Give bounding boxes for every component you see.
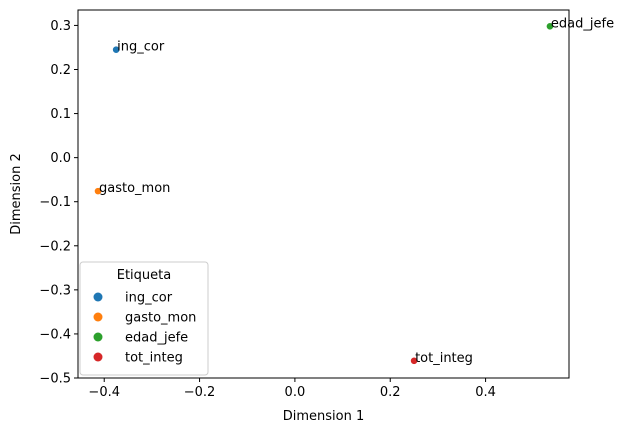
y-tick-label: −0.5 bbox=[39, 372, 71, 387]
legend-marker-tot_integ bbox=[93, 352, 103, 362]
y-tick-label: 0.2 bbox=[50, 63, 71, 78]
y-tick-label: 0.1 bbox=[50, 107, 71, 122]
legend-title: Etiqueta bbox=[117, 268, 171, 283]
point-label-gasto_mon: gasto_mon bbox=[99, 181, 170, 196]
data-marks: ing_cor gasto_mon edad_jefe tot_integ bbox=[94, 16, 614, 366]
legend-label-edad_jefe: edad_jefe bbox=[125, 331, 188, 346]
plot-frame bbox=[77, 9, 570, 379]
x-tick-label: 0.4 bbox=[475, 385, 496, 400]
data-point-edad_jefe bbox=[546, 22, 554, 31]
legend-items: ing_cor gasto_mon edad_jefe tot_integ bbox=[93, 291, 196, 366]
legend-label-tot_integ: tot_integ bbox=[125, 351, 183, 366]
legend-marker-gasto_mon bbox=[93, 312, 103, 322]
legend-label-ing_cor: ing_cor bbox=[125, 291, 173, 306]
legend-marker-ing_cor bbox=[93, 292, 103, 302]
data-point-tot_integ bbox=[410, 356, 418, 365]
x-tick-label: 0.0 bbox=[285, 385, 306, 400]
legend-box bbox=[79, 261, 209, 376]
x-tick-label: −0.2 bbox=[184, 385, 216, 400]
point-label-tot_integ: tot_integ bbox=[415, 351, 473, 366]
y-tick-label: −0.4 bbox=[39, 327, 71, 342]
data-point-gasto_mon bbox=[94, 187, 102, 196]
x-tick-label: 0.2 bbox=[380, 385, 401, 400]
y-tick-label: −0.2 bbox=[39, 239, 71, 254]
data-point-ing_cor bbox=[112, 45, 121, 54]
y-tick-label: −0.3 bbox=[39, 283, 71, 298]
axis-ticks: −0.4 −0.2 0.0 0.2 0.4 −0.5 −0.4 −0.3 −0.2 −0.1 0.0… bbox=[39, 19, 495, 400]
y-tick-label: 0.0 bbox=[50, 151, 71, 166]
y-tick-label: −0.1 bbox=[39, 195, 71, 210]
y-tick-label: 0.3 bbox=[50, 19, 71, 34]
point-label-edad_jefe: edad_jefe bbox=[551, 16, 614, 31]
point-label-ing_cor: ing_cor bbox=[117, 40, 165, 55]
legend: Etiqueta ing_cor gasto_mon edad_jefe tot_in… bbox=[79, 261, 209, 376]
y-axis-label: Dimension 2 bbox=[9, 153, 24, 235]
legend-marker-edad_jefe bbox=[93, 332, 103, 342]
x-axis-label: Dimension 1 bbox=[283, 409, 365, 424]
x-tick-label: −0.4 bbox=[88, 385, 120, 400]
legend-label-gasto_mon: gasto_mon bbox=[125, 311, 196, 326]
